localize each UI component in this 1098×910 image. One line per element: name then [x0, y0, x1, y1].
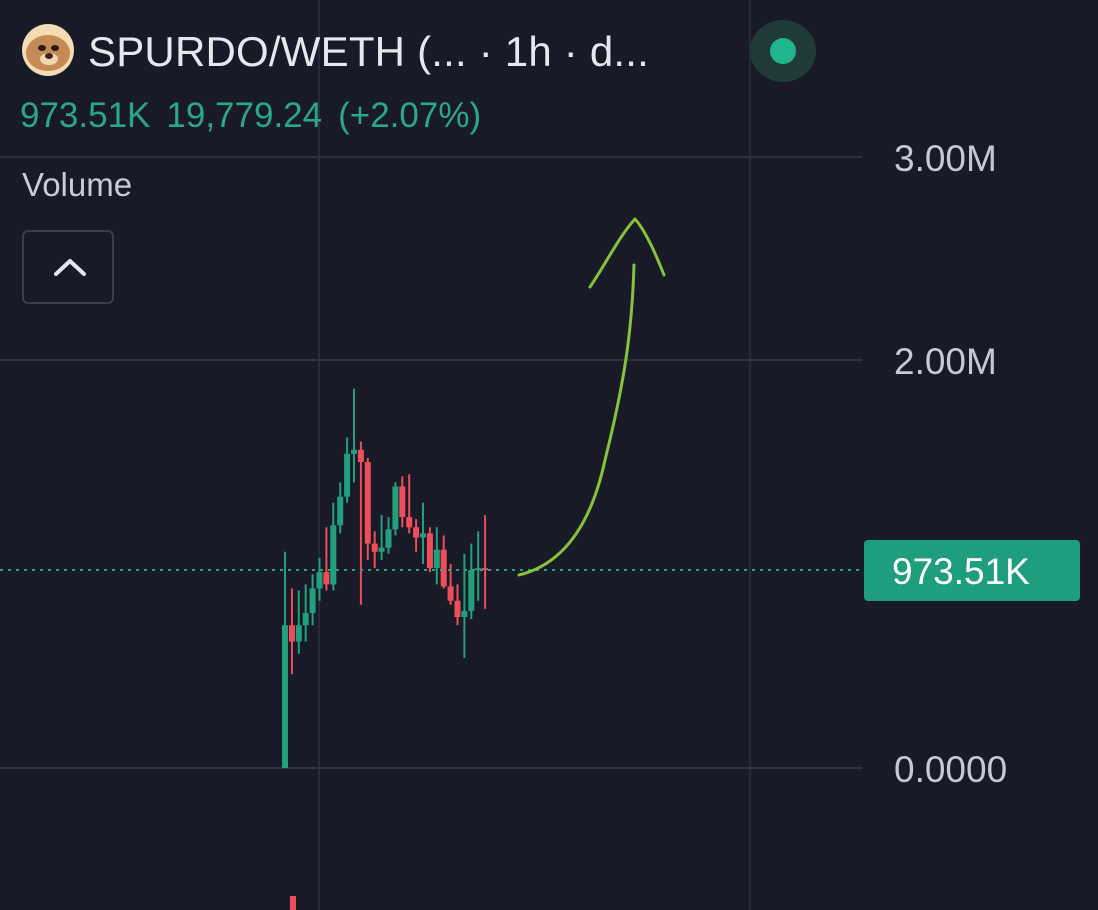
candle-body	[378, 547, 385, 552]
candle-body	[447, 586, 454, 601]
volume-bar	[290, 896, 296, 910]
candle-body	[316, 572, 323, 589]
market-status-indicator[interactable]	[750, 20, 816, 82]
y-tick-label: 3.00M	[894, 138, 997, 179]
candle-body	[364, 462, 371, 544]
candle-body	[295, 625, 302, 642]
candle-body	[461, 610, 468, 618]
current-price: 973.51K	[20, 96, 151, 135]
candle-body	[344, 453, 351, 497]
last-price-tag-text: 973.51K	[892, 551, 1030, 592]
candle-body	[413, 527, 420, 538]
candle-body	[288, 625, 295, 642]
candle-body	[323, 572, 330, 585]
y-tick-label: 0.0000	[894, 749, 1007, 790]
candle-body	[282, 625, 288, 768]
candle-body	[330, 525, 337, 585]
annotation-arrow-head	[588, 217, 666, 289]
candle-body	[302, 612, 309, 626]
price-change-percent: (+2.07%)	[338, 96, 482, 135]
candle-body	[357, 449, 364, 462]
candle-body	[468, 570, 475, 611]
candle-body	[475, 568, 482, 571]
chevron-up-icon	[54, 259, 86, 276]
candle-body	[399, 486, 406, 518]
candle-body	[309, 588, 316, 613]
last-price-tag	[864, 540, 1080, 601]
price-summary: 973.51K 19,779.24 (+2.07%)	[20, 96, 497, 136]
candle-body	[482, 568, 489, 571]
candle-body	[351, 449, 357, 454]
candle-body	[440, 549, 447, 587]
candle-body	[385, 529, 392, 548]
chart-header: SPURDO/WETH (... · 1h · d...	[22, 22, 822, 82]
price-change-value: 19,779.24	[166, 96, 323, 135]
pair-title[interactable]: SPURDO/WETH (... · 1h · d...	[88, 28, 649, 75]
status-dot-icon	[770, 38, 796, 64]
candle-body	[392, 486, 399, 530]
candle-body	[420, 533, 426, 538]
candle-body	[337, 496, 344, 526]
collapse-indicator-button[interactable]	[22, 230, 114, 304]
spurdo-avatar-icon	[22, 24, 74, 76]
volume-indicator-label: Volume	[22, 166, 133, 203]
candle-body	[426, 533, 433, 569]
annotation-arrow-shaft	[517, 263, 636, 577]
candle-body	[433, 549, 440, 569]
candle-body	[371, 543, 378, 552]
candle-body	[406, 517, 413, 528]
y-tick-label: 2.00M	[894, 341, 997, 382]
candlestick-series	[282, 388, 489, 910]
candle-body	[454, 600, 461, 618]
